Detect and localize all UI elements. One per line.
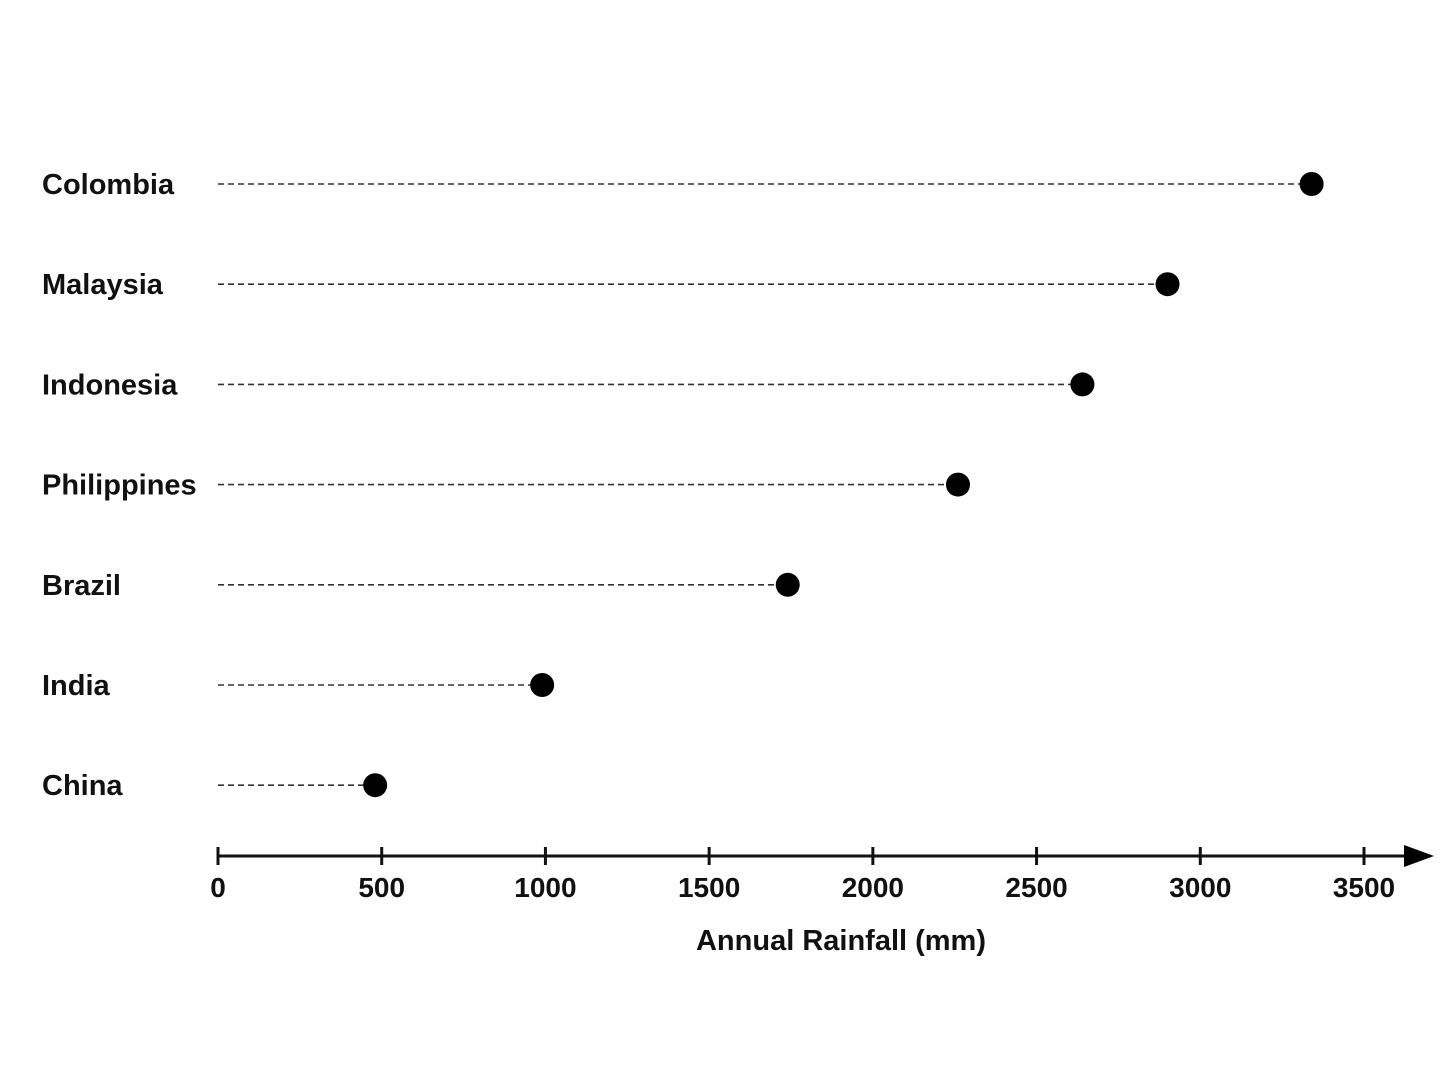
category-label: Brazil [42, 570, 121, 602]
data-point [530, 673, 555, 697]
x-tick-label: 2000 [842, 872, 904, 903]
x-tick-label: 3500 [1333, 872, 1395, 903]
x-axis: 0 500 1000 1500 2000 2500 3000 3500 Annual Rain… [210, 845, 1434, 957]
x-tick-label: 500 [358, 872, 405, 903]
data-point [1299, 172, 1324, 196]
category-label: Colombia [42, 169, 175, 201]
x-tick-label: 2500 [1005, 872, 1067, 903]
data-point [1155, 272, 1180, 297]
x-tick-label: 0 [210, 872, 226, 903]
data-point [945, 472, 970, 497]
x-tick-label: 1000 [514, 872, 576, 903]
leader-lines [218, 183, 1312, 787]
data-points [363, 172, 1324, 798]
data-point [363, 773, 388, 798]
data-point [775, 572, 800, 597]
category-labels: Colombia Malaysia Indonesia Philippines Braz… [42, 169, 197, 802]
category-label: India [42, 670, 111, 702]
x-tick-label: 1500 [678, 872, 740, 903]
x-axis-title: Annual Rainfall (mm) [696, 925, 986, 957]
category-label: Indonesia [42, 369, 178, 401]
x-axis-arrow [1404, 845, 1434, 867]
x-axis-ticks: 0 500 1000 1500 2000 2500 3000 3500 [210, 847, 1395, 903]
category-label: Malaysia [42, 269, 164, 301]
x-tick-label: 3000 [1169, 872, 1231, 903]
category-label: Philippines [42, 470, 197, 502]
data-point [1070, 372, 1095, 397]
category-label: China [42, 770, 123, 802]
